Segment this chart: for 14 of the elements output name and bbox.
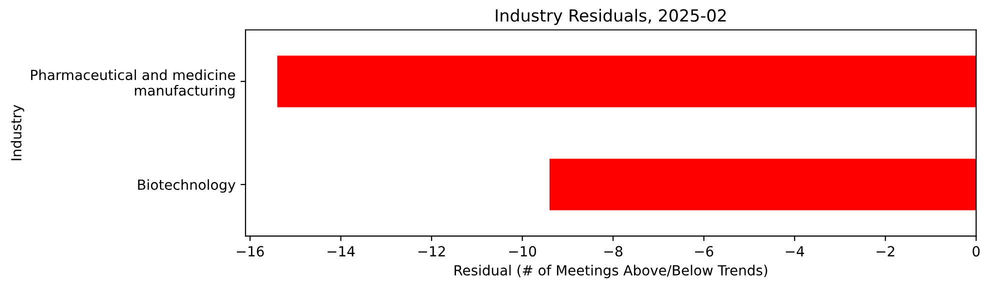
x-tick-label: −16 [236, 246, 264, 257]
x-tick-label: −2 [876, 246, 894, 256]
y-axis-title: Industry [10, 104, 24, 160]
x-tick-label: −4 [786, 246, 804, 256]
x-tick-label: 0 [972, 246, 980, 257]
y-tick-label: Biotechnology [138, 179, 236, 193]
x-tick-label: −10 [509, 246, 536, 257]
y-tick-label: Pharmaceutical and medicine manufacturing [31, 69, 236, 98]
x-axis-title: Residual (# of Meetings Above/Below Trends) [454, 264, 768, 278]
x-tick-label: −8 [604, 246, 622, 257]
chart-title: Industry Residuals, 2025-02 [496, 8, 726, 26]
x-tick-label: −12 [418, 246, 445, 256]
x-tick-label: −6 [695, 246, 714, 257]
x-tick-label: −14 [328, 246, 355, 256]
